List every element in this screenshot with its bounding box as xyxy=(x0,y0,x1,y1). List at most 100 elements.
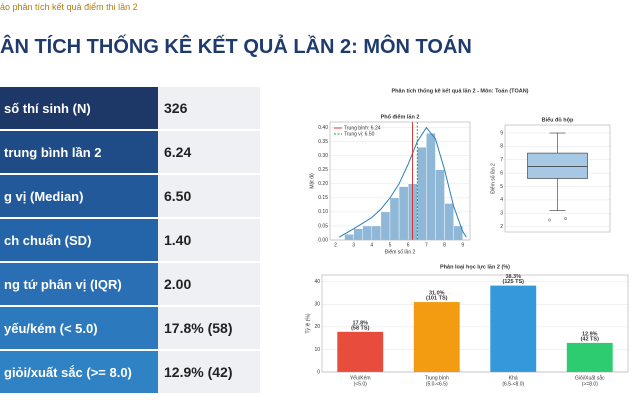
x-tick-label: 8 xyxy=(443,242,446,248)
y-tick-label: 0 xyxy=(317,369,320,375)
row-value: 1.40 xyxy=(158,219,260,261)
x-axis-label: Điểm số lần 2 xyxy=(385,248,416,255)
bar xyxy=(337,331,384,372)
row-value: 6.50 xyxy=(158,175,260,217)
hist-bar xyxy=(417,147,427,241)
y-axis-label: Điểm số lần 2 xyxy=(489,163,496,194)
hist-bar xyxy=(426,133,436,241)
bar xyxy=(490,285,537,372)
row-label: g vị (Median) xyxy=(0,175,158,217)
legend-label: Trung vị: 6.50 xyxy=(344,131,375,137)
row-label: ch chuẩn (SD) xyxy=(0,219,158,261)
y-tick-label: 6 xyxy=(500,170,503,176)
page-title: ÂN TÍCH THỐNG KÊ KẾT QUẢ LẦN 2: MÔN TOÁN xyxy=(0,36,472,58)
hist-bar xyxy=(444,203,454,241)
outlier xyxy=(548,218,551,222)
value-label: 38.3% xyxy=(505,274,521,280)
y-tick-label: 0.15 xyxy=(318,195,328,201)
bar xyxy=(566,342,613,372)
y-tick-label: 5 xyxy=(500,184,503,190)
y-tick-label: 8 xyxy=(500,144,503,150)
axes-frame xyxy=(504,124,611,233)
x-tick-sublabel: (6.5-<8.0) xyxy=(502,381,524,387)
stats-table: số thí sinh (N) 326 trung bình lần 2 6.24 g … xyxy=(0,87,260,395)
x-tick-label: 5 xyxy=(389,242,392,248)
value-label: 31.0% xyxy=(429,291,445,297)
x-tick-label: 4 xyxy=(370,242,373,248)
count-label: (58 TS) xyxy=(351,325,370,331)
hist-bar xyxy=(398,186,409,241)
table-row: giỏi/xuất sắc (>= 8.0) 12.9% (42) xyxy=(0,351,260,393)
x-tick-label: Trung bình xyxy=(425,375,449,381)
row-label: ng tứ phân vị (IQR) xyxy=(0,263,158,305)
chart-title: Phân loại học lực lần 2 (%) xyxy=(440,264,510,270)
row-label: giỏi/xuất sắc (>= 8.0) xyxy=(0,351,158,393)
hist-bar xyxy=(380,211,391,241)
x-tick-label: 2 xyxy=(334,242,337,248)
value-label: 12.9% xyxy=(582,331,598,337)
x-tick-label: Giỏi/Xuất sắc xyxy=(575,374,605,381)
y-tick-label: 40 xyxy=(314,279,320,285)
x-tick-label: 9 xyxy=(461,242,464,248)
outlier xyxy=(564,217,567,221)
legend-label: Trung bình: 6.24 xyxy=(344,125,381,131)
row-label: số thí sinh (N) xyxy=(0,87,158,129)
y-tick-label: 7 xyxy=(500,157,503,163)
table-row: số thí sinh (N) 326 xyxy=(0,87,260,129)
y-tick-label: 0.00 xyxy=(318,237,328,243)
y-tick-label: 20 xyxy=(314,324,320,330)
row-value: 17.8% (58) xyxy=(158,307,260,349)
table-row: ng tứ phân vị (IQR) 2.00 xyxy=(0,263,260,305)
chart-title: Phổ điểm lần 2 xyxy=(381,113,420,120)
table-row: ch chuẩn (SD) 1.40 xyxy=(0,219,260,261)
y-tick-label: 10 xyxy=(314,347,320,353)
chart-title: Biểu đồ hộp xyxy=(542,116,574,123)
hist-bar xyxy=(362,225,373,241)
row-label: trung bình lần 2 xyxy=(0,131,158,173)
x-tick-label: Yếu/Kém xyxy=(350,375,371,381)
bar xyxy=(413,302,460,372)
table-row: yếu/kém (< 5.0) 17.8% (58) xyxy=(0,307,260,349)
box xyxy=(527,152,588,179)
y-tick-label: 30 xyxy=(314,302,320,308)
hist-bar xyxy=(353,228,363,241)
x-tick-label: 3 xyxy=(352,242,355,248)
count-label: (125 TS) xyxy=(503,279,525,285)
table-row: trung bình lần 2 6.24 xyxy=(0,131,260,173)
hist-bar xyxy=(389,197,400,241)
row-value: 2.00 xyxy=(158,263,260,305)
x-tick-sublabel: (5.0-<6.5) xyxy=(426,381,448,387)
table-row: g vị (Median) 6.50 xyxy=(0,175,260,217)
row-value: 12.9% (42) xyxy=(158,351,260,393)
count-label: (101 TS) xyxy=(426,296,448,302)
breadcrumb: ảo phân tích kết quả điểm thi lần 2 xyxy=(0,2,138,12)
x-tick-label: Khá xyxy=(509,375,518,381)
y-tick-label: 0.25 xyxy=(318,167,328,173)
row-label: yếu/kém (< 5.0) xyxy=(0,307,158,349)
value-label: 17.8% xyxy=(352,320,368,326)
y-tick-label: 0.20 xyxy=(318,181,328,187)
row-value: 6.24 xyxy=(158,131,260,173)
y-axis-label: Tỷ lệ (%) xyxy=(304,313,311,333)
x-tick-sublabel: (>=8.0) xyxy=(582,381,598,387)
x-tick-label: 7 xyxy=(425,242,428,248)
y-tick-label: 0.05 xyxy=(318,223,328,229)
y-tick-label: 0.40 xyxy=(318,125,328,131)
count-label: (42 TS) xyxy=(581,336,600,342)
y-tick-label: 9 xyxy=(500,130,503,136)
figure-title: Phân tích thống kê kết quả lần 2 - Môn: … xyxy=(392,87,529,94)
y-tick-label: 2 xyxy=(500,224,503,230)
y-tick-label: 3 xyxy=(500,211,503,217)
axes-frame xyxy=(329,121,471,241)
row-value: 326 xyxy=(158,87,260,129)
x-tick-label: 6 xyxy=(407,242,410,248)
y-tick-label: 4 xyxy=(500,197,503,203)
axes-frame xyxy=(321,274,629,373)
y-tick-label: 0.35 xyxy=(318,139,328,145)
x-tick-sublabel: (<5.0) xyxy=(354,381,368,387)
charts: Phân tích thống kê kết quả lần 2 - Môn: … xyxy=(304,87,629,387)
hist-bar xyxy=(344,234,354,241)
y-tick-label: 0.10 xyxy=(318,209,328,215)
hist-bar xyxy=(435,169,445,241)
